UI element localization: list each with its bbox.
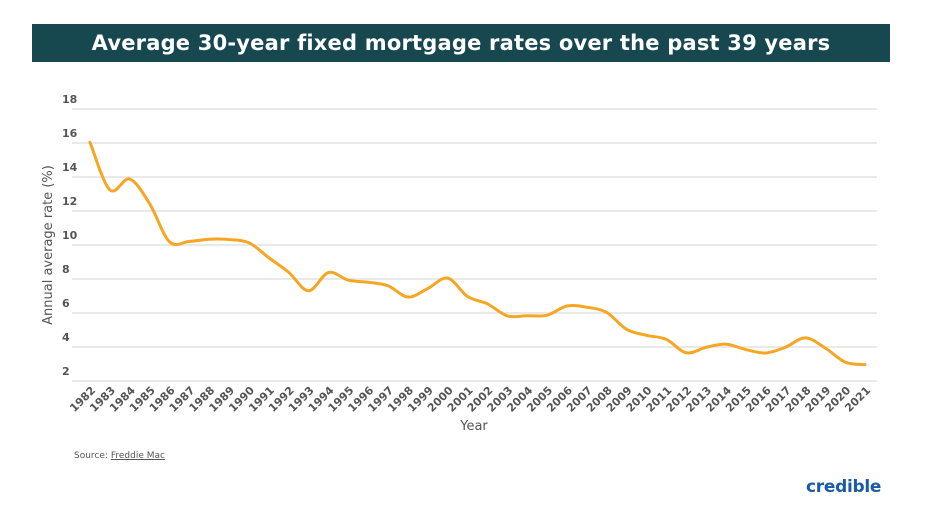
chart-title: Average 30-year fixed mortgage rates ove… bbox=[32, 24, 890, 62]
y-tick-label: 4 bbox=[62, 331, 70, 344]
source-label: Source: bbox=[74, 451, 108, 461]
y-tick-label: 8 bbox=[62, 263, 70, 276]
y-tick-label: 14 bbox=[62, 161, 78, 174]
y-tick-labels: 18 16 14 12 10 8 6 4 2 bbox=[62, 93, 78, 378]
y-tick-label: 10 bbox=[62, 229, 78, 242]
credible-logo: credible bbox=[806, 477, 882, 497]
x-axis-label: Year bbox=[459, 419, 488, 434]
source-link[interactable]: Freddie Mac bbox=[110, 451, 165, 461]
y-tick-label: 16 bbox=[62, 127, 78, 140]
series-line bbox=[88, 140, 867, 367]
y-tick-label: 18 bbox=[62, 93, 77, 106]
gridlines bbox=[72, 108, 877, 382]
y-tick-label: 6 bbox=[62, 297, 70, 310]
y-tick-label: 12 bbox=[62, 195, 77, 208]
y-axis-label: Annual average rate (%) bbox=[41, 165, 56, 325]
source-note: Source: Freddie Mac bbox=[74, 451, 165, 461]
y-tick-label: 2 bbox=[62, 365, 70, 378]
x-tick-labels: 1982198319841985198619871988198919901991… bbox=[67, 384, 873, 415]
